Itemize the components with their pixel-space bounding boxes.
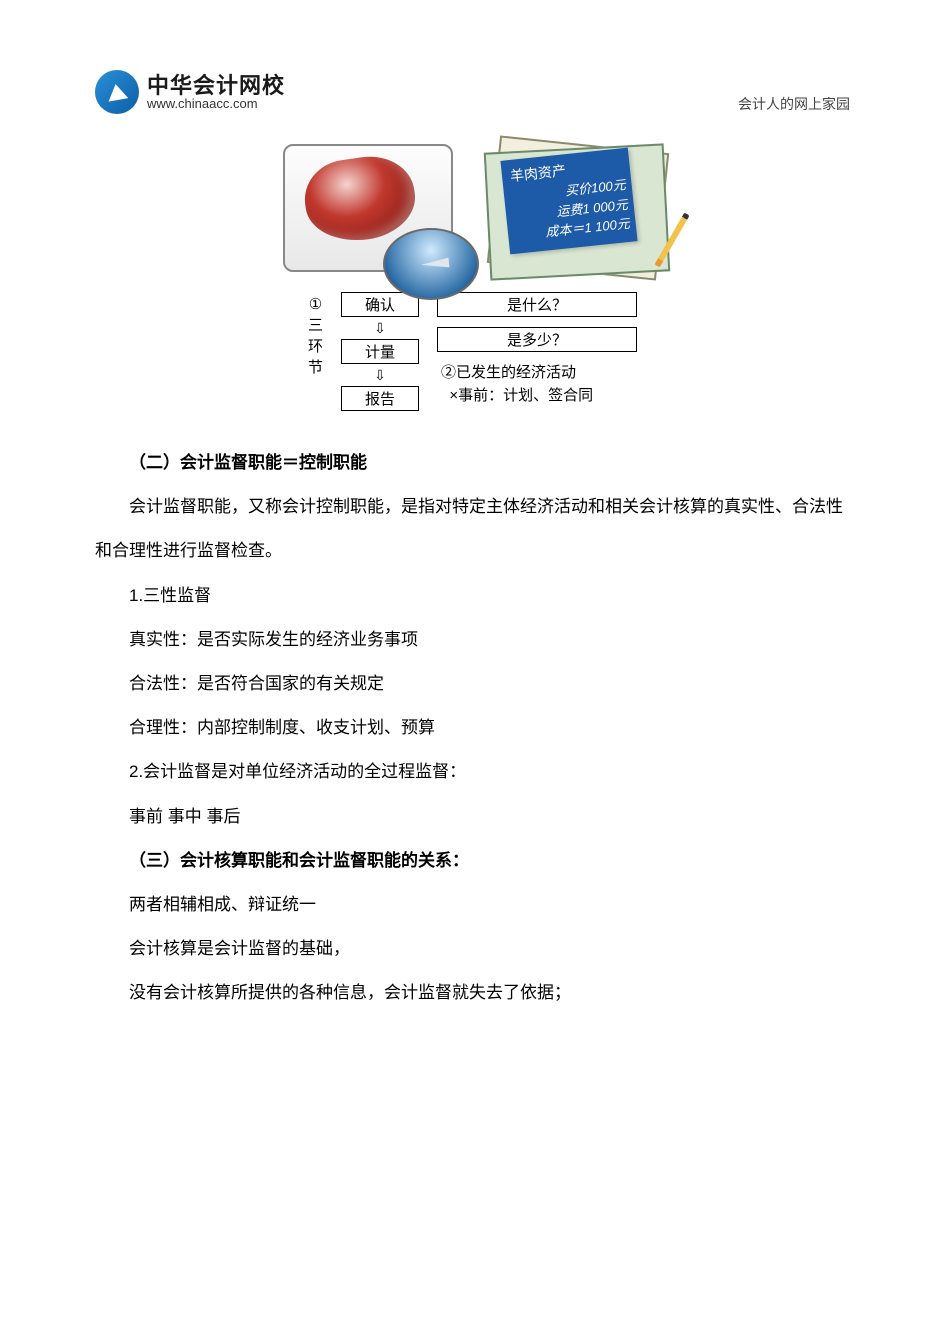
flow-answer-box: 是多少？	[437, 327, 637, 352]
flow-step: 报告	[341, 386, 419, 411]
flow-answer-box: 是什么？	[437, 292, 637, 317]
paragraph: 真实性：是否实际发生的经济业务事项	[95, 618, 850, 662]
flow-side-label: ① 三 环 节	[308, 292, 323, 378]
meat-photo	[283, 144, 453, 272]
flow-step: 确认	[341, 292, 419, 317]
side-label-char: 节	[308, 357, 323, 378]
site-logo: 中华会计网校 www.chinaacc.com	[95, 70, 285, 114]
body-content: （二）会计监督职能＝控制职能 会计监督职能，又称会计控制职能，是指对特定主体经济…	[95, 441, 850, 1015]
document-page: 中华会计网校 www.chinaacc.com 会计人的网上家园 羊肉资产 买价…	[0, 0, 945, 1055]
side-label-char: 三	[308, 315, 323, 336]
paragraph: 没有会计核算所提供的各种信息，会计监督就失去了依据；	[95, 971, 850, 1015]
flow-step: 计量	[341, 339, 419, 364]
paragraph: 1.三性监督	[95, 574, 850, 618]
ledger-illustration: 羊肉资产 买价100元 运费1 000元 成本＝1 100元	[493, 144, 663, 272]
tagline: 会计人的网上家园	[738, 94, 850, 114]
illustration-top-row: 羊肉资产 买价100元 运费1 000元 成本＝1 100元	[263, 144, 683, 272]
flow-column: 确认 ⇩ 计量 ⇩ 报告	[341, 292, 419, 411]
paragraph: 两者相辅相成、辩证统一	[95, 883, 850, 927]
logo-icon	[95, 70, 139, 114]
side-label-char: 环	[308, 336, 323, 357]
logo-url: www.chinaacc.com	[147, 97, 285, 111]
flow-right-column: 是什么？ 是多少？ ②已发生的经济活动 ×事前：计划、签合同	[437, 292, 637, 407]
side-label-mark: ①	[309, 294, 322, 315]
page-header: 中华会计网校 www.chinaacc.com 会计人的网上家园	[95, 70, 850, 114]
paragraph: 事前 事中 事后	[95, 795, 850, 839]
flow-diagram: ① 三 环 节 确认 ⇩ 计量 ⇩ 报告 是什么？ 是多少？ ②已发生的经济活动…	[263, 292, 683, 411]
logo-title: 中华会计网校	[147, 74, 285, 97]
down-arrow-icon: ⇩	[374, 368, 386, 382]
paragraph: 合法性：是否符合国家的有关规定	[95, 662, 850, 706]
ledger-note: 羊肉资产 买价100元 运费1 000元 成本＝1 100元	[500, 148, 637, 255]
section-heading: （三）会计核算职能和会计监督职能的关系：	[95, 839, 850, 883]
paragraph: 会计监督职能，又称会计控制职能，是指对特定主体经济活动和相关会计核算的真实性、合…	[95, 485, 850, 573]
paragraph: 会计核算是会计监督的基础，	[95, 927, 850, 971]
illustration-block: 羊肉资产 买价100元 运费1 000元 成本＝1 100元 ① 三 环 节 确…	[263, 144, 683, 411]
airplane-icon	[383, 228, 479, 300]
down-arrow-icon: ⇩	[374, 321, 386, 335]
section-heading: （二）会计监督职能＝控制职能	[95, 441, 850, 485]
paragraph: 2.会计监督是对单位经济活动的全过程监督：	[95, 750, 850, 794]
flow-note: ②已发生的经济活动 ×事前：计划、签合同	[437, 362, 637, 407]
paragraph: 合理性：内部控制制度、收支计划、预算	[95, 706, 850, 750]
